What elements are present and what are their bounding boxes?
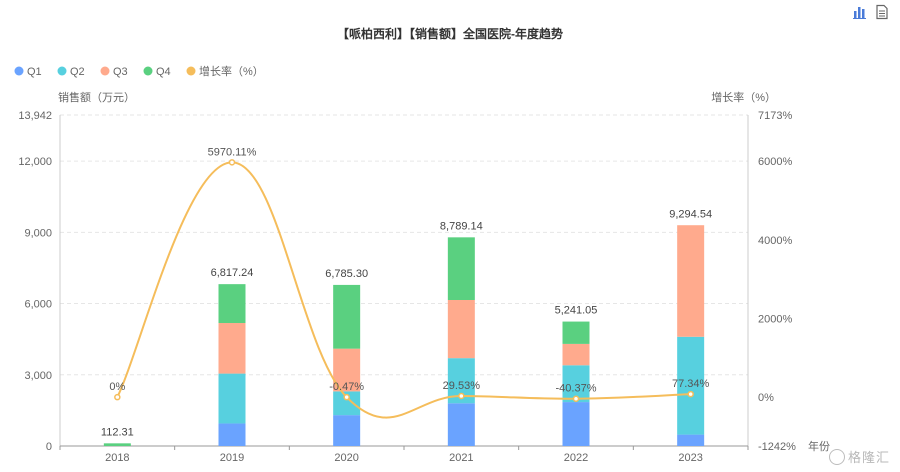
total-label-2022: 5,241.05 — [555, 305, 598, 317]
bar-q3-2023 — [677, 225, 705, 337]
y2-tick-label-4: 6000% — [758, 156, 792, 168]
y2-tick-label-2: 2000% — [758, 313, 792, 325]
x-tick-label-3: 2021 — [449, 452, 473, 464]
total-label-2023: 9,294.54 — [669, 208, 712, 220]
growth-label-2019: 5970.11% — [208, 146, 257, 158]
watermark-logo-icon — [828, 449, 845, 465]
y-axis-title: 销售额（万元） — [58, 90, 135, 104]
y2-axis-title: 增长率（%） — [711, 90, 776, 104]
y2-tick-label-1: 0% — [758, 392, 774, 404]
bar-q4-2021 — [447, 237, 475, 300]
bar-q4-2022 — [562, 321, 590, 344]
total-label-2019: 6,817.24 — [211, 267, 254, 279]
x-tick-label-5: 2023 — [678, 452, 702, 464]
bar-q2-2020 — [333, 391, 361, 416]
y-tick-label-1: 3,000 — [24, 370, 52, 382]
bar-q1-2023 — [677, 434, 705, 446]
growth-point-2020 — [343, 393, 350, 401]
legend-marker-4 — [186, 66, 196, 76]
total-label-2018: 112.31 — [101, 426, 134, 438]
growth-point-2023 — [687, 390, 694, 398]
legend-label-2: Q3 — [113, 66, 128, 78]
growth-point-2019 — [228, 159, 236, 166]
bar-q1-2019 — [218, 423, 246, 446]
legend-label-3: Q4 — [156, 66, 171, 78]
legend-label-1: Q2 — [70, 66, 85, 78]
growth-label-2020: -0.47% — [329, 381, 364, 393]
bar-q2-2019 — [218, 373, 246, 424]
y2-tick-label-3: 4000% — [758, 235, 792, 247]
y-tick-label-4: 12,000 — [18, 156, 52, 168]
legend-marker-0 — [14, 66, 24, 76]
total-label-2020: 6,785.30 — [325, 268, 368, 280]
bar-q1-2022 — [562, 402, 590, 446]
x-tick-label-0: 2018 — [105, 452, 129, 464]
growth-label-2022: -40.37% — [556, 383, 597, 395]
y2-tick-label-5: 7173% — [758, 110, 792, 122]
y-tick-label-2: 6,000 — [24, 299, 52, 311]
bar-q1-2021 — [447, 403, 475, 446]
legend-marker-1 — [57, 66, 67, 76]
x-tick-label-4: 2022 — [564, 452, 588, 464]
bar-q3-2019 — [218, 323, 246, 374]
legend-label-0: Q1 — [27, 66, 42, 78]
data-view-icon[interactable] — [874, 4, 890, 20]
growth-point-2022 — [572, 395, 580, 402]
bar-chart-icon[interactable] — [852, 4, 868, 20]
bar-q4-2019 — [218, 284, 246, 324]
bar-q4-2020 — [333, 284, 361, 349]
bar-q3-2021 — [447, 299, 475, 359]
total-label-2021: 8,789.14 — [440, 220, 483, 232]
legend-label-4: 增长率（%） — [199, 64, 264, 78]
y2-tick-label-0: -1242% — [758, 441, 796, 453]
growth-label-2021: 29.53% — [443, 380, 481, 392]
bar-q4-2018 — [103, 443, 131, 446]
y-tick-label-5: 13,942 — [18, 110, 52, 122]
bar-q1-2020 — [333, 415, 361, 446]
growth-label-2023: 77.34% — [672, 378, 710, 390]
x-axis-title: 年份 — [808, 439, 830, 453]
watermark-text: 格隆汇 — [847, 451, 890, 466]
legend-marker-3 — [143, 66, 153, 76]
bar-q2-2023 — [677, 336, 705, 435]
x-tick-label-1: 2019 — [220, 452, 244, 464]
chart-title: 【哌柏西利】【销售额】全国医院-年度趋势 — [337, 26, 563, 41]
growth-line — [116, 161, 691, 419]
growth-point-2021 — [458, 392, 465, 400]
watermark: 格隆汇 — [828, 447, 890, 466]
y-tick-label-3: 9,000 — [24, 227, 52, 239]
bar-q3-2022 — [562, 343, 590, 366]
x-tick-label-2: 2020 — [334, 452, 358, 464]
growth-label-2018: 0% — [109, 381, 125, 393]
legend-marker-2 — [100, 66, 110, 76]
y-tick-label-0: 0 — [46, 441, 52, 453]
growth-point-2018 — [114, 393, 121, 401]
